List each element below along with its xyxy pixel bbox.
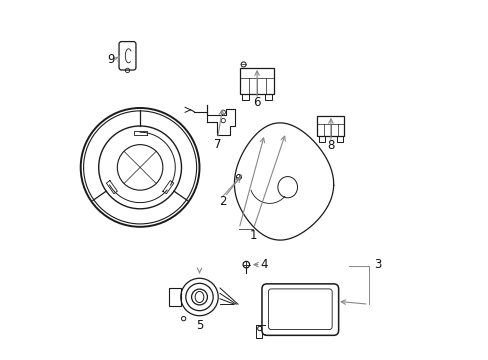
Text: 1: 1 — [249, 229, 257, 242]
Bar — [318, 136, 325, 142]
Text: 5: 5 — [195, 319, 203, 332]
Bar — [317, 116, 344, 136]
Bar — [336, 136, 343, 142]
Text: 9: 9 — [107, 53, 115, 66]
Text: 8: 8 — [326, 139, 334, 152]
Text: 3: 3 — [373, 258, 381, 271]
Bar — [169, 288, 181, 306]
Bar — [240, 68, 274, 94]
Text: 4: 4 — [260, 258, 267, 271]
Text: 2: 2 — [219, 195, 226, 208]
Text: 7: 7 — [213, 138, 221, 150]
Bar — [242, 94, 249, 100]
Text: 6: 6 — [253, 96, 260, 109]
Bar — [264, 94, 271, 100]
